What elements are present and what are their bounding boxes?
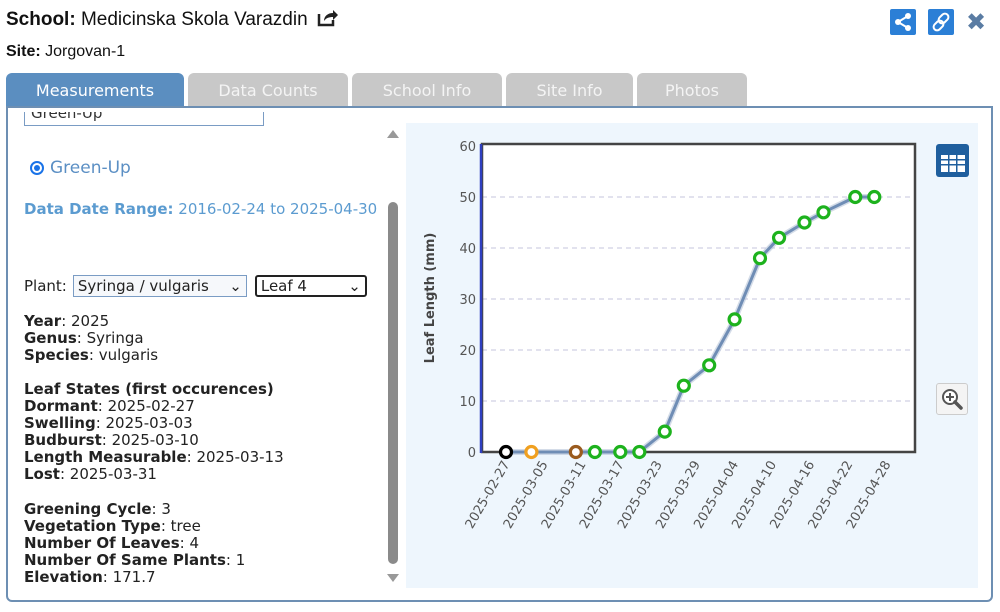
state-swelling: Swelling: 2025-03-03 (24, 414, 193, 432)
y-tick-label: 40 (459, 242, 476, 257)
y-tick-label: 20 (459, 344, 476, 359)
plant-select[interactable]: Syringa / vulgaris ⌄ (72, 275, 247, 297)
scrollbar-thumb[interactable] (388, 202, 398, 564)
info-year: Year: 2025 (24, 312, 110, 330)
green-up-radio[interactable] (30, 161, 44, 175)
table-view-button[interactable] (936, 144, 969, 177)
plant-label: Plant: (24, 277, 67, 295)
info-vegetation-type: Vegetation Type: tree (24, 517, 201, 535)
data-point-swelling (524, 444, 539, 460)
data-point-green (752, 251, 768, 266)
y-tick-label: 50 (459, 191, 476, 206)
plant-select-value: Syringa / vulgaris (77, 277, 209, 295)
measurements-panel (6, 106, 993, 602)
data-point-green (676, 378, 691, 393)
series-line (506, 195, 875, 454)
green-up-radio-label: Green-Up (50, 158, 131, 178)
left-info-pane: Green-Up Green-Up Data Date Range: 2016-… (24, 112, 384, 592)
school-title: School: Medicinska Skola Varazdin (6, 9, 339, 33)
data-date-range: Data Date Range: 2016-02-24 to 2025-04-3… (24, 196, 384, 222)
data-point-budburst (568, 444, 583, 460)
link-icon (932, 12, 950, 32)
info-greening-cycle: Greening Cycle: 3 (24, 500, 171, 518)
scroll-down-arrow[interactable] (387, 574, 399, 582)
tab-data-counts[interactable]: Data Counts (188, 73, 348, 107)
data-point-green (816, 205, 831, 220)
leaf-states-title: Leaf States (first occurences) (24, 380, 274, 398)
link-button[interactable] (928, 9, 954, 35)
info-elevation: Elevation: 171.7 (24, 568, 156, 586)
data-point-green (797, 215, 812, 230)
data-point-green (867, 189, 882, 205)
info-species: Species: vulgaris (24, 346, 159, 364)
data-point-green (702, 358, 717, 373)
range-label: Data Date Range: (24, 200, 174, 218)
y-tick-label: 60 (459, 140, 476, 155)
state-dormant: Dormant: 2025-02-27 (24, 397, 195, 415)
y-tick-label: 10 (459, 395, 476, 410)
y-tick-label: 30 (459, 293, 476, 308)
data-point-green (613, 444, 628, 460)
y-axis-label: Leaf Length (mm) (423, 233, 438, 364)
share-button[interactable] (890, 9, 916, 35)
close-icon[interactable]: ✖ (966, 8, 987, 36)
site-info: Greening Cycle: 3 Vegetation Type: tree … (24, 501, 245, 586)
leaf-select[interactable]: Leaf 4 ⌄ (254, 275, 367, 297)
site-label: Site: (6, 43, 41, 60)
range-value: 2016-02-24 to 2025-04-30 (178, 200, 378, 218)
site-title: Site: Jorgovan-1 (6, 43, 125, 61)
table-icon (940, 149, 965, 172)
tab-school-info[interactable]: School Info (352, 73, 502, 107)
state-length-measurable: Length Measurable: 2025-03-13 (24, 448, 284, 466)
scrollbar[interactable] (386, 128, 399, 582)
data-point-dormant (498, 444, 514, 460)
plant-row: Plant: Syringa / vulgaris ⌄ Leaf 4 ⌄ (24, 275, 367, 297)
share-icon (895, 13, 911, 31)
data-point-green (771, 230, 787, 245)
data-point-green (727, 312, 742, 327)
school-name: Medicinska Skola Varazdin (80, 9, 308, 30)
school-label: School: (6, 9, 76, 30)
data-point-green (848, 189, 863, 205)
chevron-down-icon: ⌄ (229, 277, 242, 295)
protocol-select-value: Green-Up (31, 112, 103, 122)
info-genus: Genus: Syringa (24, 329, 144, 347)
site-name: Jorgovan-1 (45, 43, 126, 60)
state-budburst: Budburst: 2025-03-10 (24, 431, 199, 449)
state-lost: Lost: 2025-03-31 (24, 465, 157, 483)
data-point-green (632, 444, 647, 460)
leaf-select-value: Leaf 4 (260, 277, 307, 295)
chart-container: 0 10 20 30 40 50 60 Leaf Length (mm) 2025-02-27 2… (406, 123, 978, 588)
plant-info: Year: 2025 Genus: Syringa Species: vulga… (24, 313, 158, 364)
info-number-same-plants: Number Of Same Plants: 1 (24, 551, 246, 569)
info-number-of-leaves: Number Of Leaves: 4 (24, 534, 199, 552)
leaf-states: Leaf States (first occurences) Dormant: … (24, 381, 284, 483)
y-tick-label: 0 (468, 446, 476, 461)
zoom-button[interactable] (936, 383, 968, 415)
data-point-green (657, 424, 672, 439)
external-link-icon[interactable] (317, 9, 339, 33)
zoom-in-icon (942, 389, 963, 410)
scroll-up-arrow[interactable] (387, 130, 399, 138)
data-point-green (587, 444, 602, 460)
tab-measurements[interactable]: Measurements (6, 73, 184, 108)
green-up-radio-row[interactable]: Green-Up (30, 158, 131, 178)
chevron-down-icon: ⌄ (348, 277, 361, 295)
tab-photos[interactable]: Photos (637, 73, 747, 107)
protocol-select[interactable]: Green-Up (24, 112, 264, 126)
plot-area (482, 144, 915, 452)
tab-site-info[interactable]: Site Info (506, 73, 633, 107)
